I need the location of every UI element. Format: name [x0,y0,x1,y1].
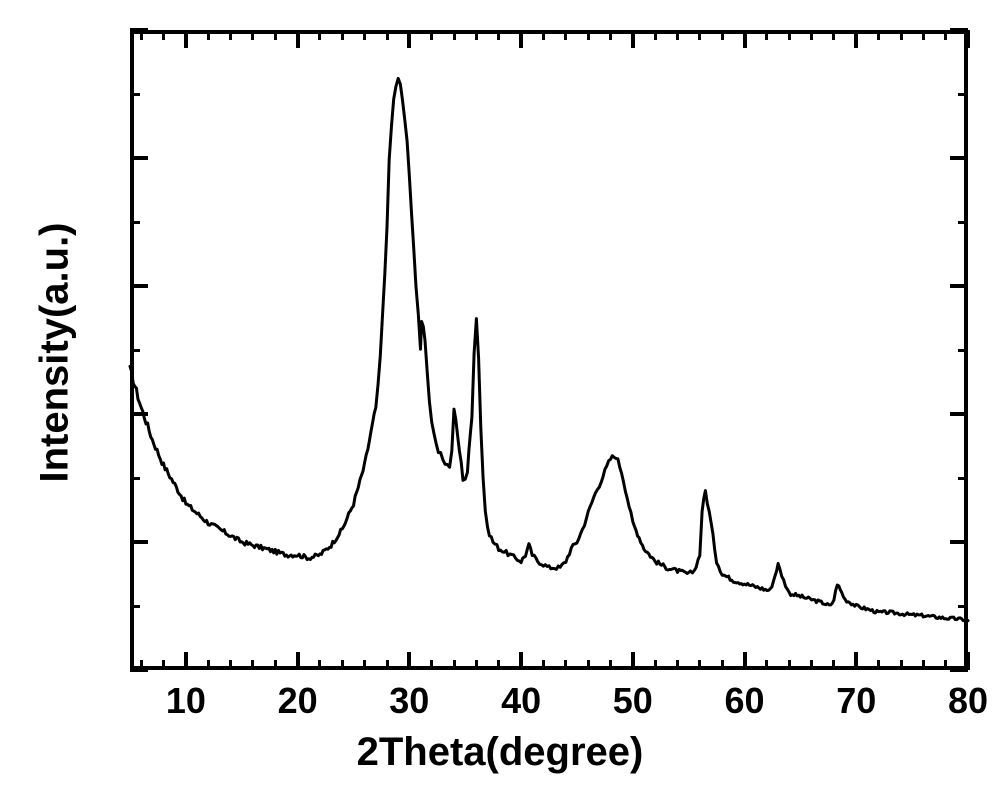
xrd-line-plot [0,0,1000,796]
xrd-series-path [130,78,968,620]
xrd-figure: Intensity(a.u.) 2Theta(degree) 102030405… [0,0,1000,796]
